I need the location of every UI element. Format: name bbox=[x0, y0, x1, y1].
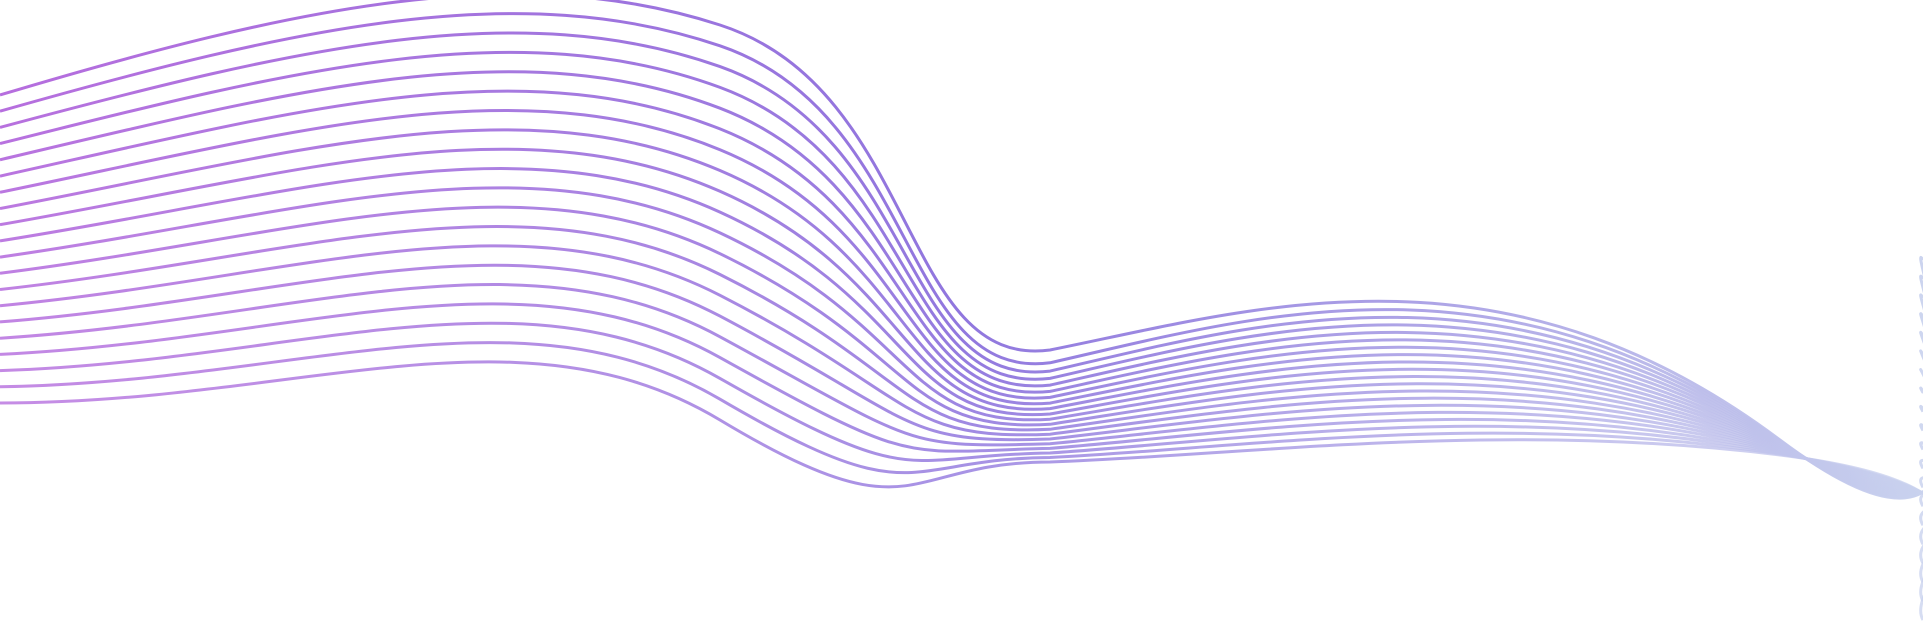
wave-line bbox=[0, 360, 1923, 621]
wave-line bbox=[0, 225, 1923, 495]
wave-line bbox=[0, 31, 1923, 498]
wave-line bbox=[0, 205, 1923, 495]
wave-line bbox=[0, 109, 1923, 496]
wave-line bbox=[0, 128, 1923, 495]
wave-line bbox=[0, 12, 1923, 499]
wave-line bbox=[0, 147, 1923, 495]
wave-line bbox=[0, 50, 1923, 498]
wave-line bbox=[0, 70, 1923, 497]
wave-line bbox=[0, 167, 1923, 494]
wave-line bbox=[0, 89, 1923, 496]
wave-line bbox=[0, 0, 1923, 500]
wave-line bbox=[0, 186, 1923, 495]
